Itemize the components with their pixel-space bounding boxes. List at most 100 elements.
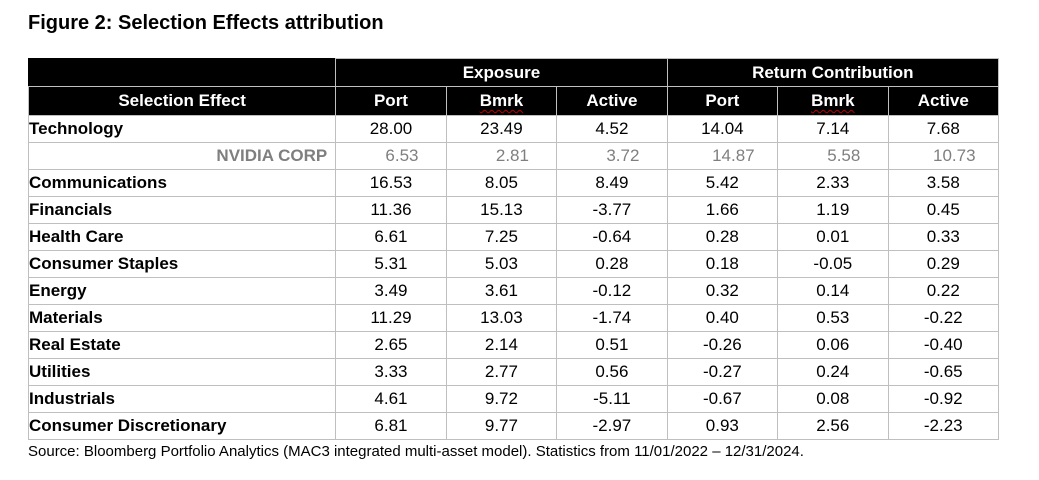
cell-exposure-bmrk: 8.05 — [445, 169, 558, 197]
table-body: Technology 28.00 23.49 4.52 14.04 7.14 7… — [27, 115, 1000, 440]
cell-exposure-port: 11.29 — [335, 304, 447, 332]
return-port-header: Port — [666, 86, 779, 116]
exposure-bmrk-label: Bmrk — [479, 91, 524, 110]
cell-exposure-active: 0.51 — [556, 331, 668, 359]
cell-return-bmrk: 7.14 — [777, 115, 889, 143]
header-blank-cell — [27, 58, 337, 87]
cell-exposure-active: 4.52 — [556, 115, 668, 143]
cell-exposure-bmrk: 15.13 — [445, 196, 558, 224]
cell-return-port: -0.26 — [666, 331, 779, 359]
selection-effects-table: Exposure Return Contribution Selection E… — [27, 58, 1000, 440]
row-label: Health Care — [27, 223, 337, 251]
return-contribution-group-header: Return Contribution — [666, 58, 1000, 87]
cell-return-bmrk: 0.53 — [777, 304, 889, 332]
cell-return-bmrk: 0.01 — [777, 223, 889, 251]
cell-exposure-active: -2.97 — [556, 412, 668, 440]
cell-return-bmrk: 2.33 — [777, 169, 889, 197]
cell-return-port: 1.66 — [666, 196, 779, 224]
cell-return-bmrk: -0.05 — [777, 250, 889, 278]
exposure-port-header: Port — [335, 86, 447, 116]
cell-exposure-port: 6.61 — [335, 223, 447, 251]
row-label: Communications — [27, 169, 337, 197]
table-row: Energy 3.49 3.61 -0.12 0.32 0.14 0.22 — [27, 277, 1000, 305]
cell-return-port: 14.87 — [666, 142, 779, 170]
exposure-active-header: Active — [556, 86, 668, 116]
cell-return-bmrk: 1.19 — [777, 196, 889, 224]
cell-return-active: 0.29 — [887, 250, 1000, 278]
cell-exposure-port: 5.31 — [335, 250, 447, 278]
cell-return-active: 0.45 — [887, 196, 1000, 224]
exposure-bmrk-header: Bmrk — [445, 86, 558, 116]
cell-exposure-port: 16.53 — [335, 169, 447, 197]
table-row-holding: NVIDIA CORP 6.53 2.81 3.72 14.87 5.58 10… — [27, 142, 1000, 170]
cell-return-active: 3.58 — [887, 169, 1000, 197]
table-row: Consumer Discretionary 6.81 9.77 -2.97 0… — [27, 412, 1000, 440]
cell-exposure-port: 3.33 — [335, 358, 447, 386]
cell-exposure-active: -5.11 — [556, 385, 668, 413]
row-label: Utilities — [27, 358, 337, 386]
cell-return-active: -0.65 — [887, 358, 1000, 386]
cell-exposure-bmrk: 3.61 — [445, 277, 558, 305]
cell-exposure-active: -1.74 — [556, 304, 668, 332]
cell-return-active: -0.92 — [887, 385, 1000, 413]
table-row: Communications 16.53 8.05 8.49 5.42 2.33… — [27, 169, 1000, 197]
table-row: Health Care 6.61 7.25 -0.64 0.28 0.01 0.… — [27, 223, 1000, 251]
cell-exposure-port: 6.81 — [335, 412, 447, 440]
cell-return-bmrk: 0.14 — [777, 277, 889, 305]
cell-exposure-bmrk: 7.25 — [445, 223, 558, 251]
cell-exposure-bmrk: 9.72 — [445, 385, 558, 413]
cell-exposure-port: 6.53 — [335, 142, 447, 170]
cell-exposure-port: 4.61 — [335, 385, 447, 413]
source-note: Source: Bloomberg Portfolio Analytics (M… — [28, 443, 804, 460]
cell-exposure-bmrk: 9.77 — [445, 412, 558, 440]
cell-exposure-port: 28.00 — [335, 115, 447, 143]
cell-exposure-active: -0.64 — [556, 223, 668, 251]
row-label: Consumer Discretionary — [27, 412, 337, 440]
cell-return-port: 0.18 — [666, 250, 779, 278]
table-row: Real Estate 2.65 2.14 0.51 -0.26 0.06 -0… — [27, 331, 1000, 359]
cell-return-bmrk: 0.06 — [777, 331, 889, 359]
return-bmrk-header: Bmrk — [777, 86, 889, 116]
cell-return-active: -0.40 — [887, 331, 1000, 359]
cell-exposure-bmrk: 23.49 — [445, 115, 558, 143]
return-bmrk-label: Bmrk — [811, 91, 855, 110]
cell-return-port: 0.28 — [666, 223, 779, 251]
cell-exposure-port: 2.65 — [335, 331, 447, 359]
cell-return-active: -0.22 — [887, 304, 1000, 332]
cell-return-port: -0.27 — [666, 358, 779, 386]
column-header-row: Selection Effect Port Bmrk Active Port B… — [27, 86, 1000, 116]
row-label: Technology — [27, 115, 337, 143]
return-active-header: Active — [887, 86, 1000, 116]
row-label: Energy — [27, 277, 337, 305]
row-label: Consumer Staples — [27, 250, 337, 278]
cell-exposure-bmrk: 2.14 — [445, 331, 558, 359]
selection-effect-header: Selection Effect — [27, 86, 337, 116]
cell-exposure-active: 0.56 — [556, 358, 668, 386]
cell-exposure-active: 8.49 — [556, 169, 668, 197]
table-row: Consumer Staples 5.31 5.03 0.28 0.18 -0.… — [27, 250, 1000, 278]
cell-exposure-bmrk: 5.03 — [445, 250, 558, 278]
group-header-row: Exposure Return Contribution — [27, 58, 1000, 87]
figure-title: Figure 2: Selection Effects attribution — [28, 12, 384, 34]
cell-exposure-bmrk: 13.03 — [445, 304, 558, 332]
cell-exposure-bmrk: 2.81 — [445, 142, 558, 170]
cell-return-active: 0.33 — [887, 223, 1000, 251]
table-row: Financials 11.36 15.13 -3.77 1.66 1.19 0… — [27, 196, 1000, 224]
cell-return-port: 0.32 — [666, 277, 779, 305]
table-row: Technology 28.00 23.49 4.52 14.04 7.14 7… — [27, 115, 1000, 143]
cell-return-port: 5.42 — [666, 169, 779, 197]
cell-return-port: 0.93 — [666, 412, 779, 440]
cell-exposure-port: 11.36 — [335, 196, 447, 224]
cell-exposure-active: 3.72 — [556, 142, 668, 170]
table-row: Utilities 3.33 2.77 0.56 -0.27 0.24 -0.6… — [27, 358, 1000, 386]
cell-return-bmrk: 5.58 — [777, 142, 889, 170]
cell-exposure-port: 3.49 — [335, 277, 447, 305]
cell-return-bmrk: 2.56 — [777, 412, 889, 440]
row-label: Materials — [27, 304, 337, 332]
cell-return-active: 0.22 — [887, 277, 1000, 305]
cell-return-port: -0.67 — [666, 385, 779, 413]
cell-exposure-active: -0.12 — [556, 277, 668, 305]
row-label: Financials — [27, 196, 337, 224]
cell-return-active: 7.68 — [887, 115, 1000, 143]
cell-return-port: 0.40 — [666, 304, 779, 332]
